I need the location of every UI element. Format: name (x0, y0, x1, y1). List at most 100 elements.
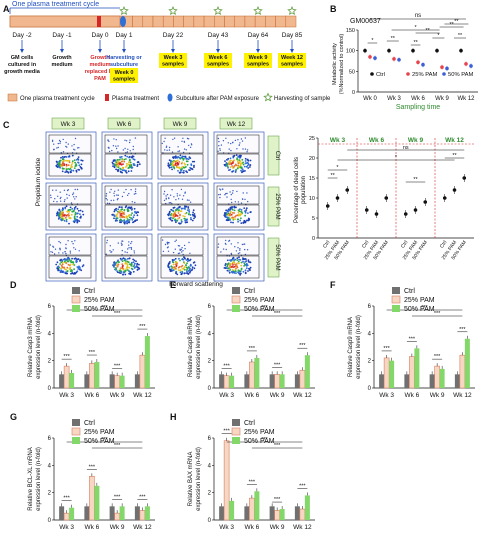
flow-event-dot (126, 218, 129, 220)
flow-event-dot (237, 220, 240, 223)
flow-event-dot (115, 209, 118, 212)
flow-event-dot (239, 160, 242, 163)
y-tick-label: 0 (352, 90, 355, 96)
flow-event-dot (245, 262, 248, 265)
flow-gate-dead (104, 185, 148, 205)
flow-event-dot (182, 268, 185, 270)
flow-event-dot (177, 252, 180, 255)
bar (254, 491, 260, 520)
flow-event-dot (189, 258, 192, 261)
flow-event-dot (126, 265, 129, 268)
flow-event-dot (187, 267, 189, 269)
flow-event-dot (105, 193, 108, 195)
flow-event-dot (119, 268, 122, 271)
timeline-segment (203, 15, 215, 28)
flow-event-dot (126, 208, 129, 211)
flow-event-dot (70, 260, 72, 263)
flow-event-dot (186, 221, 189, 224)
flow-event-dot (230, 149, 232, 152)
bar (84, 374, 90, 388)
y-axis-label: Relative Casp3 mRNA (28, 317, 34, 377)
flow-event-dot (126, 269, 129, 271)
flow-event-dot (123, 209, 126, 211)
flow-event-dot (126, 263, 129, 266)
significance-label: ns (403, 145, 409, 151)
flow-event-dot (244, 148, 247, 150)
flow-event-dot (247, 162, 250, 165)
bar (254, 357, 260, 388)
day-label: Day 64 (248, 32, 269, 39)
flow-event-dot (121, 166, 124, 169)
flow-event-dot (117, 242, 120, 244)
flow-event-dot (122, 271, 125, 274)
bar (269, 374, 275, 388)
flow-event-dot (130, 170, 133, 172)
flow-event-dot (123, 191, 125, 194)
flow-event-dot (126, 164, 128, 167)
flow-event-dot (235, 272, 237, 274)
flow-event-dot (240, 169, 242, 172)
flow-event-dot (114, 190, 116, 192)
flow-event-dot (181, 156, 184, 158)
flow-event-dot (169, 218, 172, 221)
flow-event-dot (66, 193, 68, 196)
flow-event-dot (65, 243, 67, 246)
flow-event-dot (131, 208, 134, 210)
timeline-segment (275, 15, 287, 28)
flow-event-dot (133, 264, 136, 266)
flow-event-dot (183, 262, 186, 265)
y-tick-label: 0 (208, 518, 212, 524)
flow-event-dot (121, 220, 124, 222)
flow-event-dot (224, 194, 226, 196)
flow-event-dot (236, 218, 239, 221)
panel-label-c: C (3, 120, 10, 130)
flow-event-dot (132, 158, 135, 161)
flow-event-dot (73, 247, 75, 249)
flow-event-dot (190, 269, 193, 272)
flow-event-dot (135, 192, 137, 195)
flow-event-dot (124, 273, 127, 276)
group-label: Wk 9 (408, 137, 424, 144)
week-header-label: Wk 3 (61, 121, 76, 128)
flow-event-dot (59, 263, 61, 265)
sample-box (159, 53, 187, 68)
flow-event-dot (59, 163, 61, 166)
significance-label: * (371, 38, 374, 44)
flow-gate-dead (48, 236, 92, 256)
x-tick-label: Wk 9 (110, 392, 125, 399)
flow-event-dot (72, 273, 75, 275)
flow-event-dot (192, 261, 195, 264)
flow-event-dot (236, 167, 239, 170)
flow-event-dot (108, 140, 110, 143)
flow-event-dot (130, 264, 133, 267)
flow-event-dot (178, 209, 180, 212)
flow-event-dot (67, 263, 70, 266)
flow-event-dot (58, 252, 60, 254)
flow-event-dot (232, 166, 235, 168)
flow-event-dot (227, 158, 229, 161)
y-axis-label: Metabolic activity (332, 43, 338, 85)
flow-event-dot (115, 261, 118, 264)
flow-event-dot (179, 259, 181, 262)
flow-gate-dead (216, 236, 260, 256)
bar (144, 336, 150, 388)
flow-event-dot (175, 199, 177, 201)
flow-event-dot (63, 200, 66, 203)
flow-event-dot (163, 199, 166, 202)
flow-event-dot (231, 162, 234, 164)
flow-event-dot (242, 270, 245, 273)
week-header-box (51, 117, 85, 130)
flow-event-dot (244, 170, 246, 172)
flow-event-dot (76, 219, 79, 222)
flow-event-dot (234, 264, 237, 267)
flow-event-dot (232, 142, 234, 144)
flow-event-dot (232, 264, 234, 266)
y-axis-label-2: expression level (n-fold) (36, 315, 42, 379)
flow-event-dot (128, 257, 131, 260)
flow-event-dot (231, 269, 234, 271)
flow-event-dot (59, 142, 61, 145)
timeline-note: Harvesting or (106, 55, 142, 61)
flow-event-dot (218, 194, 220, 196)
flow-event-dot (167, 162, 170, 165)
flow-event-dot (133, 252, 136, 254)
